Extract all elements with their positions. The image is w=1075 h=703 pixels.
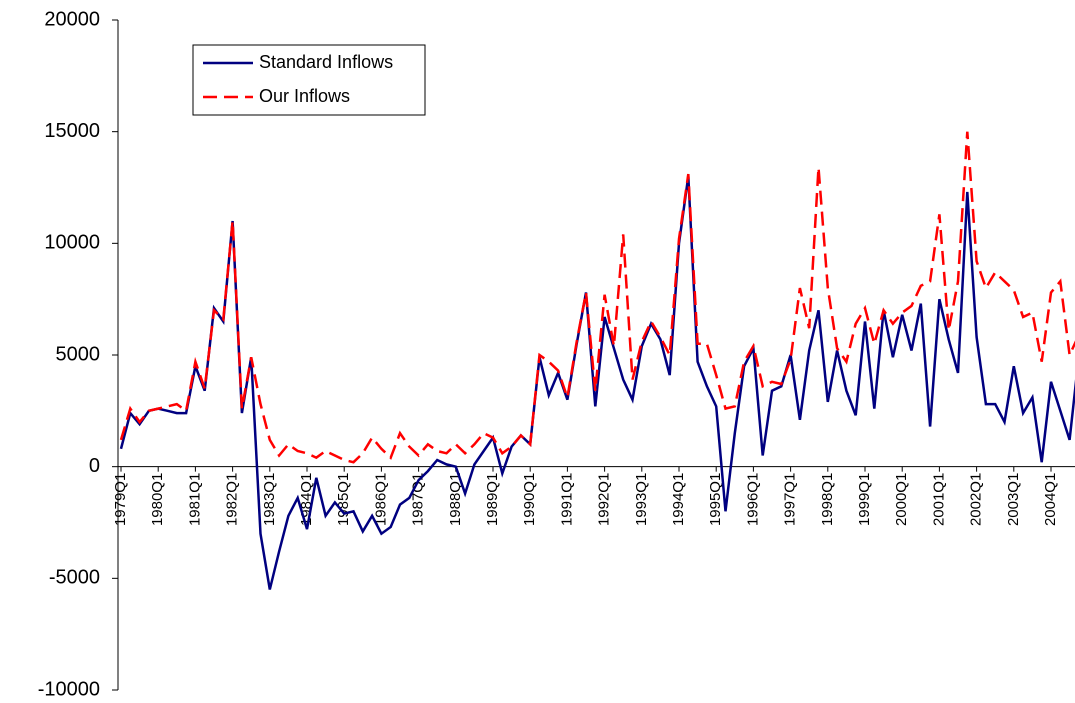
x-tick-label: 1979Q1 [112,473,129,526]
x-tick-label: 1991Q1 [558,473,575,526]
x-tick-label: 1994Q1 [670,473,687,526]
x-tick-label: 1992Q1 [596,473,613,526]
x-tick-label: 1989Q1 [484,473,501,526]
x-tick-label: 1985Q1 [335,473,352,526]
x-tick-label: 1995Q1 [707,473,724,526]
x-tick-label: 1982Q1 [224,473,241,526]
x-tick-label: 2002Q1 [968,473,985,526]
x-tick-label: 1981Q1 [186,473,203,526]
series-line [119,131,1075,464]
x-tick-label: 1980Q1 [149,473,166,526]
x-tick-label: 1999Q1 [856,473,873,526]
y-tick-label: 0 [89,455,100,477]
x-tick-label: 1998Q1 [819,473,836,526]
x-tick-label: 1986Q1 [372,473,389,526]
legend-label: Standard Inflows [259,52,393,72]
x-tick-label: 1987Q1 [410,473,427,526]
x-tick-label: 1983Q1 [261,473,278,526]
y-tick-label: 5000 [56,343,101,365]
x-tick-label: 1996Q1 [744,473,761,526]
x-tick-label: 2000Q1 [893,473,910,526]
series-line [119,176,1075,590]
y-tick-label: 20000 [44,8,100,30]
x-tick-label: 1993Q1 [633,473,650,526]
x-tick-label: 1997Q1 [782,473,799,526]
y-tick-label: -10000 [38,678,100,700]
y-tick-label: 15000 [44,120,100,142]
x-tick-label: 2003Q1 [1005,473,1022,526]
legend-box [192,44,426,116]
x-tick-label: 2001Q1 [930,473,947,526]
y-tick-label: 10000 [44,232,100,254]
legend-label: Our Inflows [259,86,350,106]
x-tick-label: 2004Q1 [1042,473,1059,526]
x-tick-label: 1988Q1 [447,473,464,526]
y-tick-label: -5000 [49,567,100,589]
x-tick-label: 1990Q1 [521,473,538,526]
